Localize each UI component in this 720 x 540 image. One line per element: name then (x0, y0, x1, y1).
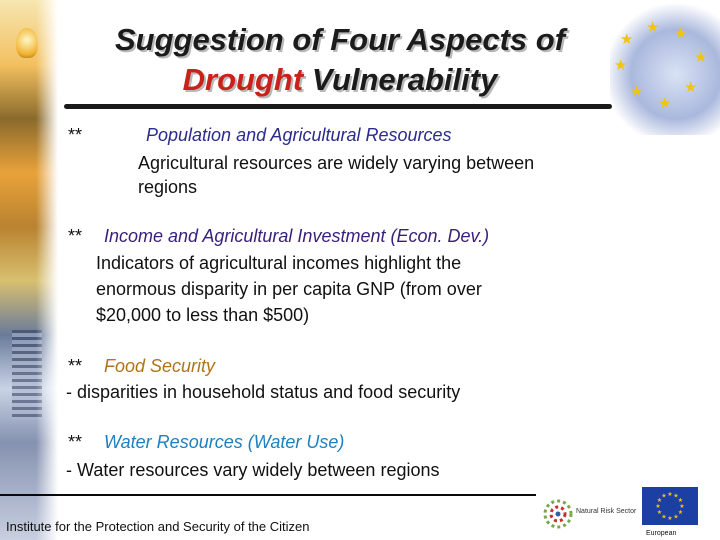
star-icon: ★ (658, 95, 672, 112)
svg-text:★: ★ (678, 497, 683, 504)
aspect-3-marker: ** (68, 356, 83, 376)
logo-label: Natural Risk Sector (576, 508, 637, 515)
svg-text:★: ★ (655, 503, 660, 510)
title-line-1: Suggestion of Four Aspects of (114, 22, 566, 57)
footer-institute: Institute for the Protection and Securit… (6, 519, 310, 534)
star-icon: ★ (684, 79, 698, 96)
aspect-1-marker: ** (68, 125, 83, 145)
svg-text:★: ★ (657, 497, 662, 504)
eu-stars-decoration: ★ ★ ★ ★ ★ ★ ★ ★ (610, 0, 720, 135)
aspect-4-marker: ** (68, 432, 83, 452)
svg-text:★: ★ (673, 514, 678, 521)
slide-title: Suggestion of Four Aspects of Drought Vu… (60, 20, 620, 100)
aspect-2-marker: ** (68, 226, 83, 246)
title-line-2: Drought Vulnerability (60, 60, 620, 100)
svg-text:★: ★ (667, 491, 672, 498)
eu-label: European (646, 530, 677, 537)
lightbulb-icon (16, 28, 38, 58)
aspect-4-line-1: - Water resources vary widely between re… (66, 460, 440, 480)
left-decorative-strip (0, 0, 58, 540)
aspect-3-line-1: - disparities in household status and fo… (66, 382, 461, 402)
title-underline (64, 104, 612, 109)
star-icon: ★ (614, 57, 628, 74)
aspect-1-line-2: regions (138, 177, 198, 197)
title-line-2-rest: Vulnerability (311, 62, 498, 97)
logo-dot-ring (543, 499, 573, 529)
aspect-4-heading: Water Resources (Water Use) (104, 432, 345, 452)
star-icon: ★ (674, 25, 688, 42)
svg-text:★: ★ (678, 509, 683, 516)
star-icon: ★ (620, 31, 634, 48)
aspect-2-line-2: enormous disparity in per capita GNP (fr… (96, 279, 482, 299)
aspect-1-heading: Population and Agricultural Resources (146, 125, 452, 145)
svg-text:★: ★ (679, 503, 684, 510)
footer-rule (0, 494, 536, 496)
svg-text:★: ★ (661, 514, 666, 521)
star-icon: ★ (694, 49, 708, 66)
tower-icon (12, 330, 42, 420)
aspect-1-line-1: Agricultural resources are widely varyin… (138, 153, 535, 173)
svg-text:★: ★ (661, 493, 666, 500)
star-icon: ★ (646, 19, 660, 36)
svg-text:★: ★ (673, 493, 678, 500)
eu-flag-icon: ★ ★★ ★★★ ★★★ ★★★ (642, 487, 698, 525)
star-icon: ★ (630, 83, 644, 100)
title-highlight-word: Drought (182, 62, 304, 97)
aspect-2-line-3: $20,000 to less than $500) (96, 305, 310, 325)
aspect-2-line-1: Indicators of agricultural incomes highl… (96, 253, 462, 273)
aspect-3-heading: Food Security (104, 356, 216, 376)
svg-text:★: ★ (667, 515, 672, 522)
natural-risk-sector-logo (543, 499, 573, 529)
svg-text:★: ★ (657, 509, 662, 516)
aspect-2-heading: Income and Agricultural Investment (Econ… (104, 226, 490, 246)
